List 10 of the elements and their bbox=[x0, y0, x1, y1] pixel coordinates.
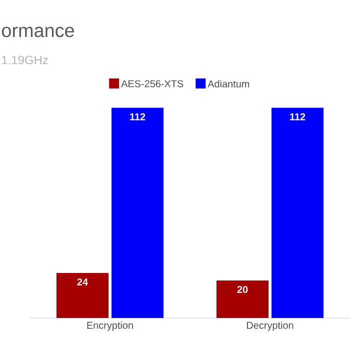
x-tick-label: Encryption bbox=[87, 322, 133, 331]
data-label: 20 bbox=[237, 286, 248, 294]
data-label: 112 bbox=[290, 113, 306, 120]
chart-title: ormance bbox=[2, 26, 74, 38]
legend-label: Adiantum bbox=[208, 80, 250, 88]
chart-subtitle: 1.19GHz bbox=[2, 56, 48, 64]
data-label: 112 bbox=[130, 113, 146, 120]
x-tick-label: Decryption bbox=[247, 322, 294, 331]
legend-label: AES-256-XTS bbox=[121, 80, 184, 88]
data-label: 24 bbox=[77, 278, 88, 286]
